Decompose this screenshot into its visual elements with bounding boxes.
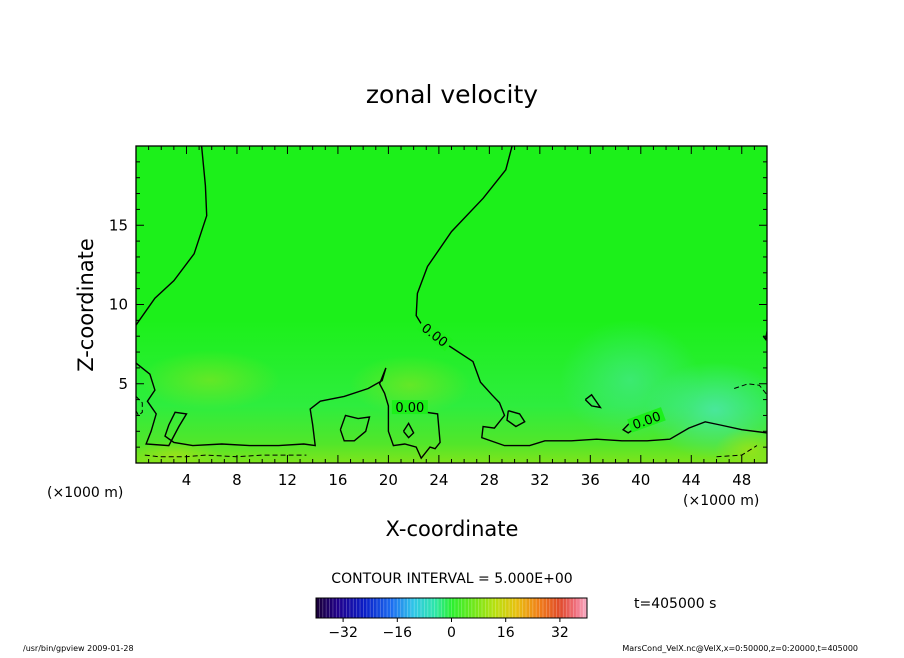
colorbar-tick-label: −16 <box>383 625 413 641</box>
y-tick-label: 15 <box>109 216 128 234</box>
contour-line-zero <box>136 146 208 326</box>
field-blob-cyan <box>560 320 700 440</box>
plot-area: 0.000.000.00 4 8 12 16 20 24 28 32 36 40 44 48 5101… <box>109 145 768 489</box>
contour-label-bg <box>391 400 428 415</box>
contour-line-zero <box>506 410 526 428</box>
chart-title: zonal velocity <box>366 80 538 109</box>
contour-label-bg <box>416 318 454 352</box>
x-unit-label-left: (×1000 m) <box>47 485 123 501</box>
contour-line-negative <box>136 396 143 417</box>
colorbar-tick-label: 32 <box>551 625 569 641</box>
colorbar-stripes <box>318 598 585 618</box>
footer-left: /usr/bin/gpview 2009-01-28 <box>23 644 134 653</box>
x-tick-label: 28 <box>480 471 499 489</box>
x-tick-label: 48 <box>732 471 751 489</box>
field-blob-yellow <box>136 441 220 463</box>
x-tick-label: 12 <box>278 471 297 489</box>
y-tick-label: 5 <box>118 375 128 393</box>
contour-line-negative <box>144 454 307 458</box>
x-tick-label: 8 <box>232 471 242 489</box>
colorbar-tick-label: −32 <box>328 625 358 641</box>
contour-lines <box>136 146 767 460</box>
x-tick-label: 24 <box>429 471 448 489</box>
x-tick-label: 32 <box>530 471 549 489</box>
contour-label-bg <box>627 407 666 433</box>
field-blob-yellow <box>350 355 470 415</box>
x-tick-label: 4 <box>182 471 192 489</box>
x-axis-ticks: 4 8 12 16 20 24 28 32 36 40 44 48 <box>148 146 755 489</box>
contour-line-negative <box>734 383 767 396</box>
x-unit-label-right: (×1000 m) <box>683 493 759 509</box>
contour-interval-text: CONTOUR INTERVAL = 5.000E+00 <box>331 571 572 587</box>
colorbar-ticks: −32 −16 0 16 32 <box>328 618 569 641</box>
contour-label: 0.00 <box>395 401 424 416</box>
x-tick-label: 20 <box>379 471 398 489</box>
colorbar: −32 −16 0 16 32 <box>315 597 588 641</box>
x-tick-label: 16 <box>328 471 347 489</box>
field-blob-yellow <box>715 428 767 463</box>
x-tick-label: 40 <box>631 471 650 489</box>
contour-line-zero <box>339 414 371 442</box>
colorbar-gradient <box>316 598 587 618</box>
contour-line-zero <box>136 362 441 460</box>
x-axis-label: X-coordinate <box>386 517 519 541</box>
y-axis-ticks: 5 10 15 <box>109 161 767 448</box>
time-label: t=405000 s <box>634 596 716 612</box>
y-tick-label: 10 <box>109 296 128 314</box>
contour-line-zero <box>584 393 602 409</box>
colorbar-tick-label: 0 <box>447 625 456 641</box>
x-tick-label: 44 <box>682 471 701 489</box>
contour-line-zero <box>415 146 767 447</box>
colorbar-tick-label: 16 <box>497 625 515 641</box>
x-tick-label: 36 <box>581 471 600 489</box>
y-axis-label: Z-coordinate <box>74 238 98 372</box>
field-blob-yellow <box>140 350 280 410</box>
footer-right: MarsCond_VelX.nc@VelX,x=0:50000,z=0:2000… <box>622 644 858 653</box>
contour-line-zero <box>402 422 415 439</box>
